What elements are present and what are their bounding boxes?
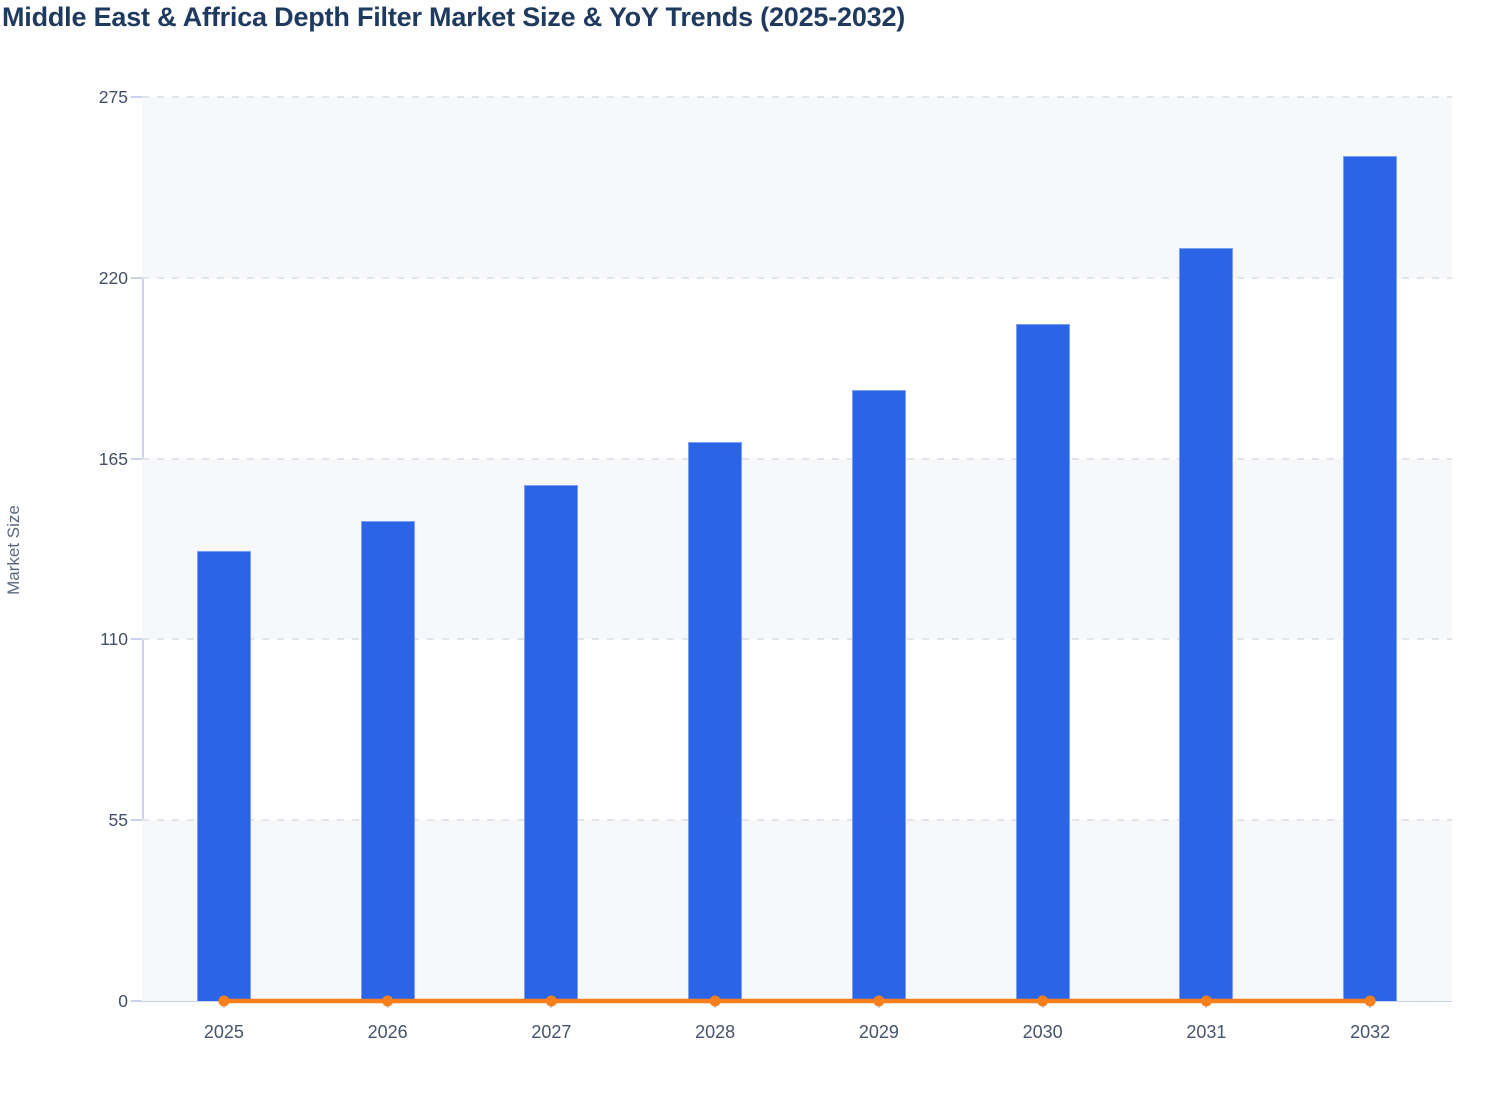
y-tick-label: 55 — [108, 810, 128, 831]
plot-band — [142, 458, 1452, 640]
market-size-bar[interactable] — [360, 521, 415, 1001]
yoy-point[interactable] — [218, 995, 230, 1007]
x-tick-label: 2027 — [531, 1022, 572, 1042]
gridline — [142, 638, 1452, 641]
x-tick-label: 2028 — [695, 1022, 736, 1042]
x-tick-label: 2025 — [203, 1022, 244, 1042]
market-size-bar[interactable] — [1015, 323, 1070, 1001]
chart-title: Middle East & Affrica Depth Filter Marke… — [2, 2, 906, 32]
yoy-point[interactable] — [1364, 995, 1376, 1007]
plot-band — [142, 820, 1452, 1001]
y-tick-mark — [131, 1000, 142, 1002]
y-tick-mark — [131, 96, 142, 98]
yoy-point[interactable] — [1037, 995, 1049, 1007]
x-tick-label: 2029 — [858, 1022, 899, 1042]
gridline — [142, 457, 1452, 460]
market-size-bar[interactable] — [851, 389, 906, 1001]
yoy-point[interactable] — [873, 995, 885, 1007]
yoy-point[interactable] — [382, 995, 394, 1007]
y-tick-label: 220 — [98, 267, 128, 288]
y-tick-mark — [131, 457, 142, 460]
x-tick-label: 2030 — [1022, 1022, 1063, 1042]
market-size-bar[interactable] — [524, 484, 579, 1001]
market-size-bar[interactable] — [688, 442, 743, 1001]
market-size-bar[interactable] — [196, 550, 251, 1001]
yoy-point[interactable] — [709, 995, 721, 1007]
market-size-bar[interactable] — [1179, 248, 1234, 1001]
yoy-line-layer — [218, 995, 1376, 1007]
yoy-point[interactable] — [545, 995, 557, 1007]
market-size-bar[interactable] — [1343, 156, 1398, 1001]
yoy-point[interactable] — [1200, 995, 1212, 1007]
y-tick-label: 165 — [98, 448, 128, 469]
y-tick-label: 110 — [100, 629, 128, 650]
plot-area: 2025 2026 2027 2028 2029 2030 2031 2032 — [142, 96, 1452, 1042]
y-axis-tick-labels: 0 55 110 165 220 275 — [0, 87, 128, 1011]
y-tick-label: 275 — [98, 87, 128, 107]
gridline — [142, 276, 1452, 279]
y-tick-mark — [131, 276, 142, 279]
gridline — [142, 96, 1452, 98]
x-tick-label: 2031 — [1186, 1022, 1227, 1042]
x-tick-label: 2026 — [367, 1022, 408, 1042]
y-tick-mark — [131, 638, 142, 641]
y-tick-mark — [131, 819, 142, 822]
y-tick-label: 0 — [118, 991, 128, 1011]
x-tick-label: 2032 — [1350, 1022, 1391, 1042]
plot-band — [142, 97, 1452, 278]
gridline — [142, 819, 1452, 822]
